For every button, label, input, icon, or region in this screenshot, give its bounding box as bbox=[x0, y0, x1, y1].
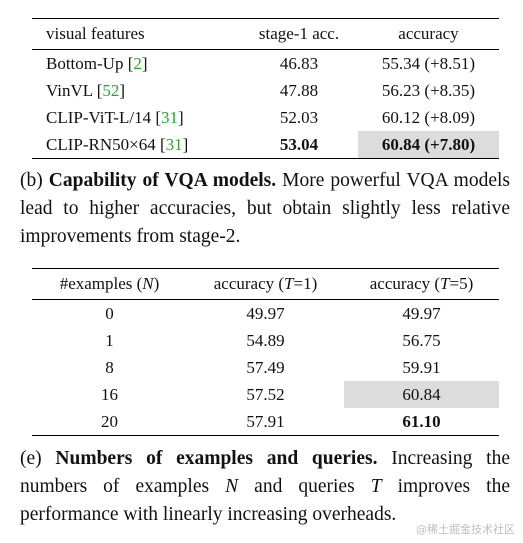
table-header-row: #examples (N) accuracy (T=1) accuracy (T… bbox=[32, 268, 499, 300]
table-row: VinVL [52] 47.88 56.23 (+8.35) bbox=[32, 77, 499, 104]
header-accuracy: accuracy bbox=[398, 24, 459, 43]
accuracy-t5-cell-best: 61.10 bbox=[402, 411, 441, 431]
header-text: #examples ( bbox=[59, 274, 143, 293]
examples-cell: 16 bbox=[101, 384, 118, 404]
caption-b-text: More powerful VQA models lead to higher … bbox=[20, 170, 510, 247]
accuracy-cell: 56.23 (+8.35) bbox=[381, 80, 476, 100]
accuracy-t5-cell: 59.91 bbox=[402, 357, 441, 377]
table-row: CLIP-ViT-L/14 [31] 52.03 60.12 (+8.09) bbox=[32, 104, 499, 131]
feature-name: CLIP-RN50×64 [ bbox=[46, 134, 166, 154]
accuracy-t1-cell: 57.52 bbox=[246, 384, 285, 404]
feature-name-cell: VinVL [52] bbox=[32, 77, 240, 104]
stage1-cell-best: 53.04 bbox=[279, 134, 319, 154]
accuracy-t1-cell: 49.97 bbox=[246, 303, 285, 323]
header-examples: #examples (N) bbox=[32, 269, 187, 300]
accuracy-t5-cell-highlighted: 60.84 bbox=[344, 381, 499, 408]
header-text: accuracy ( bbox=[213, 274, 285, 293]
header-text: =5) bbox=[449, 274, 474, 293]
header-var: N bbox=[142, 274, 154, 293]
table-row: Bottom-Up [2] 46.83 55.34 (+8.51) bbox=[32, 50, 499, 78]
header-var: T bbox=[284, 274, 294, 293]
table-header-row: visual features stage-1 acc. accuracy bbox=[32, 18, 499, 50]
caption-e-var-t: T bbox=[370, 476, 382, 497]
visual-features-table: visual features stage-1 acc. accuracy Bo… bbox=[32, 18, 499, 159]
header-text: =1) bbox=[293, 274, 318, 293]
caption-e-lead: Numbers of examples and queries. bbox=[55, 448, 378, 469]
table-row: 16 57.52 60.84 bbox=[32, 381, 499, 408]
accuracy-cell: 55.34 (+8.51) bbox=[381, 53, 476, 73]
accuracy-t5-cell: 49.97 bbox=[402, 303, 441, 323]
feature-name: Bottom-Up [ bbox=[46, 53, 134, 73]
examples-cell: 20 bbox=[101, 411, 118, 431]
caption-e-prefix: (e) bbox=[20, 448, 56, 469]
stage1-cell: 52.03 bbox=[279, 107, 319, 127]
feature-name-cell: CLIP-RN50×64 [31] bbox=[32, 131, 240, 159]
table-row: 20 57.91 61.10 bbox=[32, 408, 499, 436]
header-accuracy-t1: accuracy (T=1) bbox=[187, 269, 344, 300]
citation-link[interactable]: 31 bbox=[160, 107, 178, 127]
watermark: @稀土掘金技术社区 bbox=[416, 523, 515, 536]
table-row: 0 49.97 49.97 bbox=[32, 300, 499, 328]
citation-link[interactable]: 31 bbox=[165, 134, 183, 154]
feature-name-cell: Bottom-Up [2] bbox=[32, 50, 240, 78]
examples-cell: 1 bbox=[105, 330, 114, 350]
caption-e-text: improves the performance with linearly i… bbox=[20, 476, 510, 525]
caption-b: (b) Capability of VQA models. More power… bbox=[20, 167, 510, 251]
header-visual-features: visual features bbox=[46, 24, 145, 43]
feature-name-cell: CLIP-ViT-L/14 [31] bbox=[32, 104, 240, 131]
header-var: T bbox=[440, 274, 450, 293]
citation-bracket: ] bbox=[119, 80, 126, 100]
caption-e-text: Increasing the numbers of examples bbox=[20, 448, 510, 497]
table-row: 8 57.49 59.91 bbox=[32, 354, 499, 381]
header-stage1-acc: stage-1 acc. bbox=[258, 24, 340, 43]
stage1-cell: 46.83 bbox=[279, 53, 319, 73]
citation-bracket: ] bbox=[177, 107, 184, 127]
caption-e-var-n: N bbox=[225, 476, 239, 497]
examples-queries-table: #examples (N) accuracy (T=1) accuracy (T… bbox=[32, 268, 499, 436]
examples-cell: 0 bbox=[105, 303, 114, 323]
accuracy-t1-cell: 57.91 bbox=[246, 411, 285, 431]
examples-cell: 8 bbox=[105, 357, 114, 377]
accuracy-t5-cell: 56.75 bbox=[402, 330, 441, 350]
table-row: CLIP-RN50×64 [31] 53.04 60.84 (+7.80) bbox=[32, 131, 499, 159]
citation-bracket: ] bbox=[141, 53, 148, 73]
accuracy-cell: 60.12 (+8.09) bbox=[381, 107, 476, 127]
citation-link[interactable]: 2 bbox=[133, 53, 142, 73]
accuracy-cell-best: 60.84 (+7.80) bbox=[358, 131, 499, 159]
feature-name: VinVL [ bbox=[46, 80, 103, 100]
header-text: ) bbox=[153, 274, 160, 293]
table-row: 1 54.89 56.75 bbox=[32, 327, 499, 354]
feature-name: CLIP-ViT-L/14 [ bbox=[46, 107, 161, 127]
header-text: accuracy ( bbox=[369, 274, 441, 293]
header-accuracy-t5: accuracy (T=5) bbox=[344, 269, 499, 300]
stage1-cell: 47.88 bbox=[279, 80, 319, 100]
caption-e: (e) Numbers of examples and queries. Inc… bbox=[20, 445, 510, 529]
accuracy-t1-cell: 54.89 bbox=[246, 330, 285, 350]
caption-b-lead: Capability of VQA models. bbox=[48, 170, 277, 191]
citation-bracket: ] bbox=[182, 134, 189, 154]
caption-e-text: and queries bbox=[238, 476, 371, 497]
citation-link[interactable]: 52 bbox=[102, 80, 120, 100]
caption-b-prefix: (b) bbox=[20, 170, 49, 191]
accuracy-t1-cell: 57.49 bbox=[246, 357, 285, 377]
